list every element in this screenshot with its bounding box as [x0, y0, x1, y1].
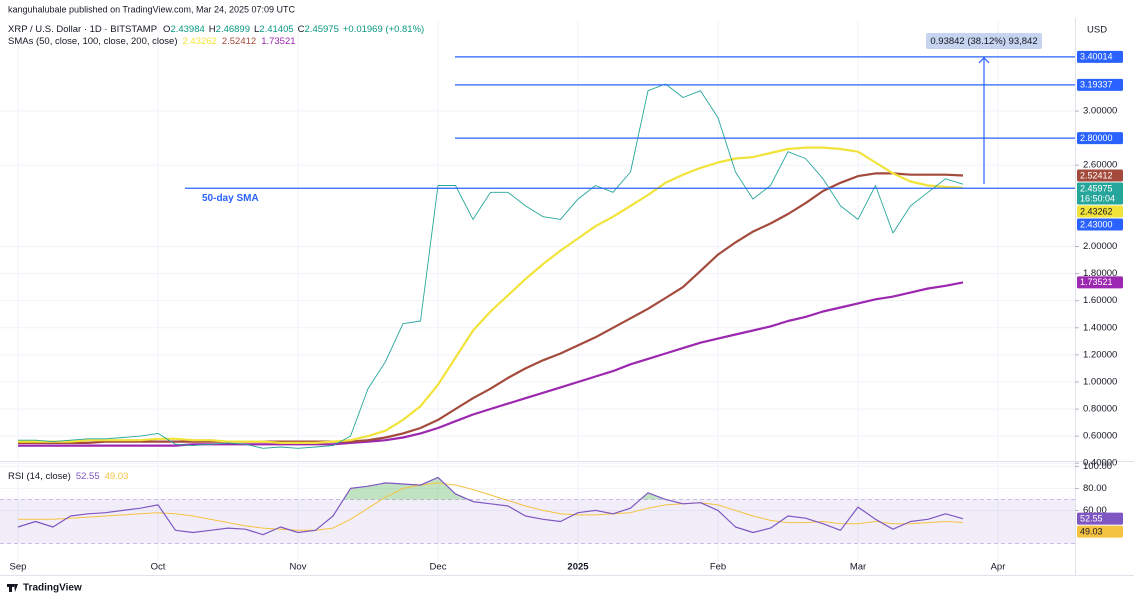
y-tick-label: 3.00000 — [1083, 106, 1117, 117]
measure-label: 0.93842 (38.12%) 93,842 — [930, 36, 1037, 47]
y-tick-label: 1.60000 — [1083, 295, 1117, 306]
series-line — [18, 281, 964, 447]
last-value-label-box — [1077, 182, 1123, 205]
legend: XRP / U.S. Dollar · 1D · BITSTAMP O2.4398… — [8, 24, 424, 35]
measure-arrow-head — [978, 56, 990, 64]
symbol-title: XRP / U.S. Dollar · 1D · BITSTAMP — [8, 24, 157, 35]
indicator-title: SMAs (50, close, 100, close, 200, close) — [8, 36, 178, 47]
ohlc-value: 2.45975 — [305, 24, 339, 35]
currency: USD — [1087, 25, 1107, 36]
x-tick-label: Sep — [10, 562, 27, 573]
x-tick-label: Feb — [710, 562, 726, 573]
last-value-label-box — [1077, 525, 1123, 538]
y-tick-label: 2.60000 — [1083, 160, 1117, 171]
y-tick-label: 100.00 — [1083, 461, 1112, 472]
last-value-label: 1.73521 — [1080, 277, 1113, 287]
last-value-label-box — [1077, 205, 1123, 218]
last-value-label-box — [1077, 169, 1123, 182]
series-line — [18, 83, 964, 449]
level-label: 2.80000 — [1080, 133, 1113, 143]
y-tick-label: 2.00000 — [1083, 241, 1117, 252]
last-value-label: 2.52412 — [1080, 170, 1113, 180]
series-line — [18, 172, 964, 444]
last-value-label: 2.43262 — [1080, 206, 1113, 216]
ohlc-value: 2.43984 — [170, 24, 204, 35]
rsi-value: 52.55 — [76, 471, 100, 482]
rsi-band — [0, 499, 1075, 544]
y-tick-label: 0.60000 — [1083, 431, 1117, 442]
level-label-box — [1077, 218, 1123, 231]
indicator-value: 2.43262 — [183, 36, 217, 47]
y-tick-label: 1.80000 — [1083, 268, 1117, 279]
level-label-box — [1077, 50, 1123, 63]
brand: TradingView — [23, 583, 82, 594]
level-label-box — [1077, 78, 1123, 91]
publisher: kanguhalubale published on TradingView.c… — [8, 4, 296, 14]
series-line — [18, 146, 964, 444]
indicator-value: 2.52412 — [222, 36, 256, 47]
last-value-label-box — [1077, 276, 1123, 289]
last-value-label-box — [1077, 512, 1123, 525]
ohlc-key: L — [254, 24, 259, 35]
x-tick-label: Apr — [991, 562, 1006, 573]
ohlc-key: C — [298, 24, 305, 35]
ohlc-key: O — [163, 24, 170, 35]
series-line — [18, 482, 964, 531]
ohlc-value: 2.46899 — [216, 24, 250, 35]
x-tick-label: Nov — [290, 562, 307, 573]
y-tick-label: 0.40000 — [1083, 458, 1117, 469]
x-tick-label: Oct — [151, 562, 166, 573]
measure-box — [926, 33, 1042, 49]
price-change: +0.01969 (+0.81%) — [343, 24, 424, 35]
y-tick-label: 80.00 — [1083, 483, 1107, 494]
series-line — [17, 476, 964, 536]
rsi-title: RSI (14, close) — [8, 471, 71, 482]
level-label-box — [1077, 132, 1123, 145]
ohlc-value: 2.41405 — [259, 24, 293, 35]
level-label: 2.43000 — [1080, 219, 1113, 229]
annotation: 50-day SMA — [202, 193, 259, 204]
y-tick-label: 1.20000 — [1083, 349, 1117, 360]
last-value-label-countdown: 16:50:04 — [1080, 193, 1115, 203]
brand-logo — [7, 584, 18, 592]
rsi-value: 49.03 — [105, 471, 129, 482]
y-tick-label: 0.80000 — [1083, 404, 1117, 415]
level-label: 3.40014 — [1080, 52, 1113, 62]
x-tick-label: Dec — [430, 562, 447, 573]
x-tick-label: Mar — [850, 562, 866, 573]
ohlc-key: H — [209, 24, 216, 35]
last-value-label: 52.55 — [1080, 514, 1103, 524]
legend: SMAs (50, close, 100, close, 200, close)… — [8, 36, 296, 47]
last-value-label: 49.03 — [1080, 527, 1103, 537]
y-tick-label: 1.00000 — [1083, 376, 1117, 387]
y-tick-label: 1.40000 — [1083, 322, 1117, 333]
level-label: 3.19337 — [1080, 80, 1113, 90]
y-tick-label: 60.00 — [1083, 505, 1107, 516]
last-value-label: 2.45975 — [1080, 183, 1113, 193]
x-tick-label: 2025 — [567, 562, 589, 573]
legend: RSI (14, close) 52.55 49.03 — [8, 471, 128, 482]
indicator-value: 1.73521 — [261, 36, 295, 47]
